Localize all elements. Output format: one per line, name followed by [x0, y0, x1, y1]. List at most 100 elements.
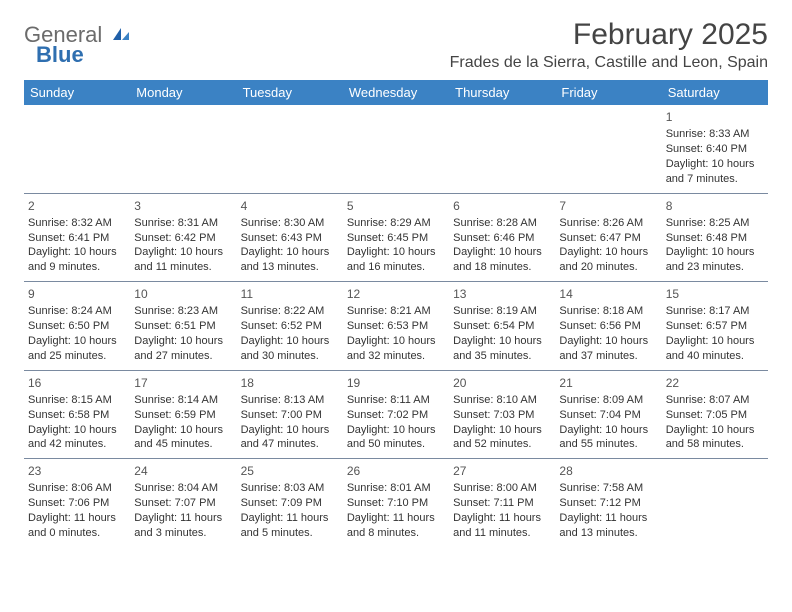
sunset-text: Sunset: 6:46 PM [453, 231, 551, 246]
daylight-text: Daylight: 10 hours and 58 minutes. [666, 423, 764, 453]
sunset-text: Sunset: 6:48 PM [666, 231, 764, 246]
sunrise-text: Sunrise: 8:06 AM [28, 481, 126, 496]
daylight-text: Daylight: 10 hours and 40 minutes. [666, 334, 764, 364]
sunrise-text: Sunrise: 8:28 AM [453, 216, 551, 231]
calendar-day-cell [24, 105, 130, 193]
sunrise-text: Sunrise: 8:32 AM [28, 216, 126, 231]
sunset-text: Sunset: 7:07 PM [134, 496, 232, 511]
calendar-day-cell: 7Sunrise: 8:26 AMSunset: 6:47 PMDaylight… [555, 193, 661, 282]
sunset-text: Sunset: 7:10 PM [347, 496, 445, 511]
sunset-text: Sunset: 7:11 PM [453, 496, 551, 511]
day-number: 5 [347, 198, 445, 214]
calendar-week-row: 1Sunrise: 8:33 AMSunset: 6:40 PMDaylight… [24, 105, 768, 193]
calendar-day-cell: 2 Sunrise: 8:32 AMSunset: 6:41 PMDaylight… [24, 193, 130, 282]
calendar-day-cell: 12Sunrise: 8:21 AMSunset: 6:53 PMDayligh… [343, 282, 449, 371]
calendar-page: General Blue February 2025 Frades de la … [0, 0, 792, 557]
sunrise-text: Sunrise: 8:33 AM [666, 127, 764, 142]
calendar-week-row: 16Sunrise: 8:15 AMSunset: 6:58 PMDayligh… [24, 370, 768, 459]
calendar-day-cell [130, 105, 236, 193]
sunrise-text: Sunrise: 8:10 AM [453, 393, 551, 408]
sunrise-text: Sunrise: 8:21 AM [347, 304, 445, 319]
calendar-day-cell: 22Sunrise: 8:07 AMSunset: 7:05 PMDayligh… [662, 370, 768, 459]
day-header: Saturday [662, 80, 768, 105]
calendar-day-cell: 15 Sunrise: 8:17 AMSunset: 6:57 PMDayligh… [662, 282, 768, 371]
day-number: 24 [134, 463, 232, 479]
sunrise-text: Sunrise: 8:13 AM [241, 393, 339, 408]
calendar-day-cell [555, 105, 661, 193]
daylight-text: Daylight: 10 hours and 42 minutes. [28, 423, 126, 453]
day-number: 12 [347, 286, 445, 302]
day-number: 26 [347, 463, 445, 479]
day-number: 1 [666, 109, 764, 125]
calendar-day-cell: 9Sunrise: 8:24 AMSunset: 6:50 PMDaylight… [24, 282, 130, 371]
brand-text: General Blue [24, 24, 131, 66]
daylight-text: Daylight: 10 hours and 11 minutes. [134, 245, 232, 275]
daylight-text: Daylight: 10 hours and 25 minutes. [28, 334, 126, 364]
day-number: 28 [559, 463, 657, 479]
sunrise-text: Sunrise: 8:00 AM [453, 481, 551, 496]
day-number: 13 [453, 286, 551, 302]
calendar-week-row: 2Sunrise: 8:32 AMSunset: 6:41 PMDaylight… [24, 193, 768, 282]
calendar-day-cell: 20Sunrise: 8:10 AMSunset: 7:03 PMDayligh… [449, 370, 555, 459]
sunrise-text: Sunrise: 8:14 AM [134, 393, 232, 408]
sunset-text: Sunset: 6:56 PM [559, 319, 657, 334]
sunrise-text: Sunrise: 8:29 AM [347, 216, 445, 231]
day-number: 14 [559, 286, 657, 302]
day-header: Monday [130, 80, 236, 105]
daylight-text: Daylight: 10 hours and 9 minutes. [28, 245, 126, 275]
sunset-text: Sunset: 6:57 PM [666, 319, 764, 334]
brand-logo: General Blue [24, 18, 131, 66]
sunrise-text: Sunrise: 8:07 AM [666, 393, 764, 408]
day-header: Tuesday [237, 80, 343, 105]
sunrise-text: Sunrise: 8:25 AM [666, 216, 764, 231]
calendar-week-row: 23Sunrise: 8:06 AMSunset: 7:06 PMDayligh… [24, 459, 768, 547]
sunset-text: Sunset: 7:04 PM [559, 408, 657, 423]
day-header: Thursday [449, 80, 555, 105]
day-number: 4 [241, 198, 339, 214]
sunset-text: Sunset: 7:02 PM [347, 408, 445, 423]
day-number: 25 [241, 463, 339, 479]
calendar-day-cell: 10Sunrise: 8:23 AMSunset: 6:51 PMDayligh… [130, 282, 236, 371]
page-header: General Blue February 2025 Frades de la … [24, 18, 768, 72]
title-block: February 2025 Frades de la Sierra, Casti… [450, 18, 768, 72]
sail-icon [111, 22, 131, 47]
calendar-day-cell [343, 105, 449, 193]
daylight-text: Daylight: 11 hours and 13 minutes. [559, 511, 657, 541]
day-number: 15 [666, 286, 764, 302]
sunrise-text: Sunrise: 8:03 AM [241, 481, 339, 496]
sunrise-text: Sunrise: 8:04 AM [134, 481, 232, 496]
sunset-text: Sunset: 6:53 PM [347, 319, 445, 334]
sunset-text: Sunset: 7:03 PM [453, 408, 551, 423]
calendar-day-cell: 17Sunrise: 8:14 AMSunset: 6:59 PMDayligh… [130, 370, 236, 459]
daylight-text: Daylight: 10 hours and 27 minutes. [134, 334, 232, 364]
sunset-text: Sunset: 6:50 PM [28, 319, 126, 334]
calendar-day-cell: 3Sunrise: 8:31 AMSunset: 6:42 PMDaylight… [130, 193, 236, 282]
day-number: 22 [666, 375, 764, 391]
daylight-text: Daylight: 10 hours and 47 minutes. [241, 423, 339, 453]
sunset-text: Sunset: 6:58 PM [28, 408, 126, 423]
day-number: 6 [453, 198, 551, 214]
sunrise-text: Sunrise: 8:11 AM [347, 393, 445, 408]
sunrise-text: Sunrise: 8:24 AM [28, 304, 126, 319]
sunrise-text: Sunrise: 8:19 AM [453, 304, 551, 319]
sunrise-text: Sunrise: 8:23 AM [134, 304, 232, 319]
day-number: 11 [241, 286, 339, 302]
day-number: 7 [559, 198, 657, 214]
calendar-week-row: 9Sunrise: 8:24 AMSunset: 6:50 PMDaylight… [24, 282, 768, 371]
sunrise-text: Sunrise: 8:30 AM [241, 216, 339, 231]
sunrise-text: Sunrise: 8:17 AM [666, 304, 764, 319]
daylight-text: Daylight: 11 hours and 11 minutes. [453, 511, 551, 541]
sunset-text: Sunset: 6:41 PM [28, 231, 126, 246]
calendar-day-cell: 21Sunrise: 8:09 AMSunset: 7:04 PMDayligh… [555, 370, 661, 459]
calendar-day-cell: 25Sunrise: 8:03 AMSunset: 7:09 PMDayligh… [237, 459, 343, 547]
day-number: 2 [28, 198, 126, 214]
daylight-text: Daylight: 10 hours and 7 minutes. [666, 157, 764, 187]
month-title: February 2025 [450, 18, 768, 52]
sunset-text: Sunset: 6:47 PM [559, 231, 657, 246]
daylight-text: Daylight: 11 hours and 0 minutes. [28, 511, 126, 541]
sunset-text: Sunset: 6:59 PM [134, 408, 232, 423]
sunset-text: Sunset: 6:52 PM [241, 319, 339, 334]
sunset-text: Sunset: 7:09 PM [241, 496, 339, 511]
calendar-body: 1Sunrise: 8:33 AMSunset: 6:40 PMDaylight… [24, 105, 768, 547]
calendar-day-cell: 8Sunrise: 8:25 AMSunset: 6:48 PMDaylight… [662, 193, 768, 282]
